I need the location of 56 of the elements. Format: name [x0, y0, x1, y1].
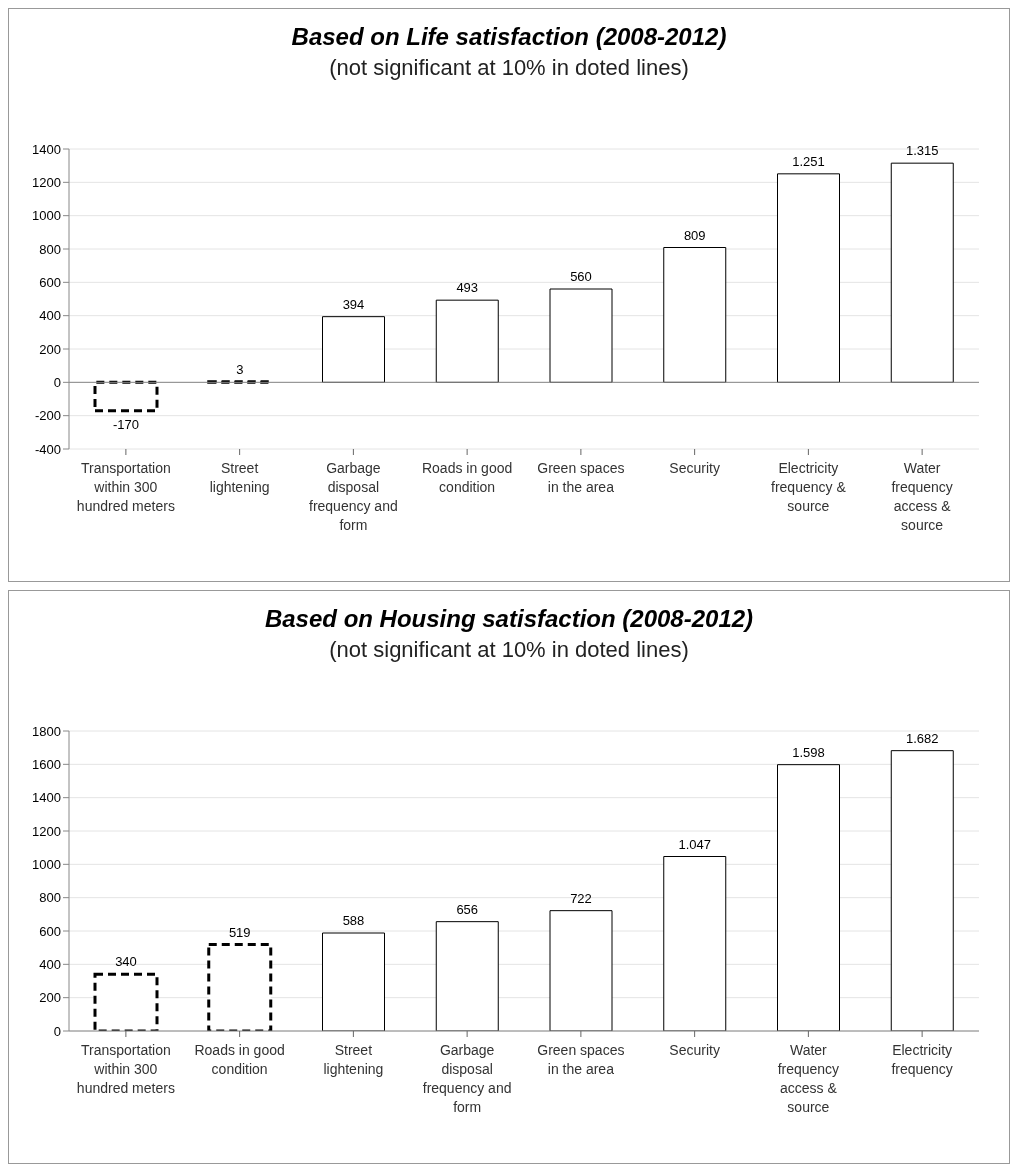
x-tick-label: Street lightening: [209, 460, 270, 495]
data-label: 394: [342, 296, 365, 312]
y-tick-label: 600: [39, 274, 61, 290]
chart-title: Based on Life satisfaction (2008-2012): [290, 23, 728, 51]
data-label: 809: [683, 227, 706, 243]
x-tick-label: Green spaces in the area: [537, 460, 625, 495]
chart-subtitle: (not significant at 10% in doted lines): [328, 637, 690, 663]
x-tick-label: Garbage disposal frequency and form: [422, 1042, 512, 1115]
y-tick-label: 1600: [32, 756, 61, 772]
chart-subtitle: (not significant at 10% in doted lines): [328, 55, 690, 81]
y-tick-label: 0: [53, 374, 61, 390]
y-tick-label: 600: [39, 923, 61, 939]
chart-title: Based on Housing satisfaction (2008-2012): [263, 605, 755, 633]
data-label: 560: [570, 269, 592, 284]
data-label: 493: [456, 280, 479, 296]
y-tick-label: 1400: [32, 141, 61, 157]
y-tick-label: 400: [39, 308, 61, 324]
x-tick-label: Security: [669, 1042, 720, 1058]
data-label: 588: [342, 913, 365, 928]
data-label: 1.682: [905, 730, 939, 746]
data-label: -170: [112, 416, 140, 432]
y-tick-label: 0: [53, 1023, 61, 1039]
x-tick-label: Roads in good condition: [194, 1042, 285, 1077]
y-tick-label: 1800: [32, 723, 61, 739]
x-tick-label: Electricity frequency: [891, 1042, 953, 1077]
y-tick-label: 1400: [32, 790, 61, 806]
data-label: 1.047: [678, 836, 712, 852]
y-tick-label: -400: [34, 441, 61, 457]
data-label: 1.315: [905, 143, 939, 159]
data-label: 340: [115, 954, 137, 970]
y-tick-label: 800: [39, 890, 61, 906]
y-tick-label: 800: [39, 241, 61, 257]
x-tick-label: Roads in good condition: [421, 460, 513, 495]
y-tick-label: 1000: [32, 856, 61, 872]
x-tick-label: Green spaces in the area: [537, 1042, 625, 1077]
x-tick-label: Street lightening: [323, 1042, 384, 1077]
data-label: 3: [236, 361, 244, 377]
data-label: 722: [570, 890, 592, 906]
y-tick-label: 200: [39, 341, 61, 357]
y-tick-label: 200: [39, 990, 61, 1006]
x-tick-label: Security: [669, 460, 720, 476]
x-tick-label: Electricity frequency & source: [771, 460, 847, 514]
x-tick-label: Water frequency access & source: [777, 1042, 840, 1115]
y-tick-label: 1200: [32, 823, 61, 839]
y-tick-label: 1000: [32, 208, 61, 224]
y-tick-label: -200: [34, 408, 61, 424]
data-label: 1.251: [792, 153, 825, 169]
y-tick-label: 1200: [32, 174, 61, 190]
data-label: 656: [456, 901, 479, 917]
x-tick-label: Transportation within 300 hundred meters: [76, 1042, 175, 1096]
x-tick-label: Water frequency access & source: [891, 460, 953, 533]
y-tick-label: 400: [39, 956, 61, 972]
x-tick-label: Transportation within 300 hundred meters: [76, 460, 175, 514]
x-tick-label: Garbage disposal frequency and form: [309, 460, 398, 533]
data-label: 1.598: [792, 744, 825, 760]
data-label: 519: [228, 924, 251, 940]
